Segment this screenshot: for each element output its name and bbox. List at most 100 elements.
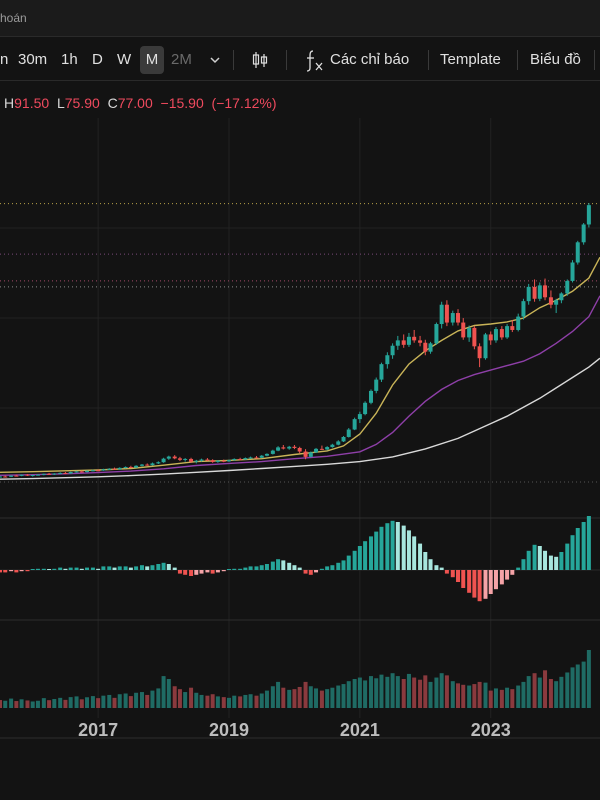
candle: [516, 313, 521, 332]
histogram-bar: [107, 566, 112, 570]
volume-bar: [156, 688, 161, 708]
volume-bar: [570, 667, 575, 708]
candle-body: [238, 458, 243, 460]
timeframe-30m-button[interactable]: 30m: [18, 51, 48, 68]
timeframe-d-button[interactable]: D: [92, 51, 103, 68]
candle-body: [264, 453, 269, 456]
template-button[interactable]: Template: [440, 51, 501, 68]
volume-bar: [123, 693, 128, 708]
volume-bar: [238, 696, 243, 708]
histogram-bar: [319, 568, 324, 570]
candle-body: [227, 460, 232, 462]
histogram-bar: [156, 564, 161, 570]
histogram-bar: [586, 516, 591, 570]
volume-bar: [308, 686, 313, 708]
volume-bar: [336, 685, 341, 708]
candle: [79, 470, 84, 473]
candle-body: [565, 280, 570, 294]
candle: [297, 446, 302, 454]
timeframe-1h-button[interactable]: 1h: [61, 51, 78, 68]
volume-bar: [248, 694, 253, 708]
candle: [325, 446, 330, 451]
candle-body: [444, 304, 449, 323]
histogram-bar: [374, 531, 379, 570]
candle-body: [406, 336, 411, 345]
volume-bar: [47, 700, 52, 708]
histogram-bar: [19, 570, 24, 572]
candle: [58, 472, 63, 475]
candle-body: [521, 301, 526, 317]
volume-bar: [14, 701, 19, 708]
histogram-bar: [461, 570, 466, 588]
candle-body: [477, 346, 482, 359]
volume-bar: [172, 686, 177, 708]
candle-body: [117, 467, 122, 470]
timeframe-2m-button[interactable]: 2M: [171, 51, 192, 68]
candle-body: [390, 345, 395, 356]
candle-body: [570, 262, 575, 281]
volume-bar: [161, 676, 166, 708]
volume-bar: [319, 690, 324, 708]
ma-fast-line: [0, 256, 600, 473]
histogram-bar: [281, 560, 286, 570]
chevron-down-icon[interactable]: [205, 46, 223, 74]
price-chart[interactable]: 2017 2019 2021 2023: [0, 118, 600, 800]
volume-bar: [493, 688, 498, 708]
histogram-bar: [194, 570, 199, 575]
volume-bar: [145, 694, 150, 708]
candle: [243, 457, 248, 460]
candle-body: [96, 470, 101, 472]
chart-toolbar: n 30m 1h D W M 2M Các chỉ báo Template B…: [0, 40, 600, 81]
volume-bar: [101, 695, 106, 708]
candlestick-icon[interactable]: [247, 46, 271, 74]
candle: [47, 472, 52, 475]
histogram-bar: [456, 570, 461, 582]
candle-body: [554, 300, 559, 305]
moving-averages: [0, 256, 600, 480]
candle: [30, 474, 35, 477]
histogram-bar: [526, 550, 531, 570]
volume-bar: [472, 684, 477, 708]
candle-body: [189, 458, 194, 462]
candle: [281, 444, 286, 450]
candle: [444, 300, 449, 327]
candle-body: [336, 441, 341, 445]
timeframe-button-partial[interactable]: n: [0, 51, 9, 68]
window-titlebar: hoán: [0, 0, 600, 37]
candle-body: [586, 205, 591, 225]
timeframe-m-button[interactable]: M: [140, 46, 164, 74]
candle: [390, 343, 395, 359]
fx-icon[interactable]: [300, 46, 324, 74]
histogram-bar: [150, 565, 155, 570]
histogram-bar: [79, 568, 84, 570]
indicators-button[interactable]: Các chỉ báo: [330, 51, 410, 68]
volume-bar: [166, 679, 171, 708]
candle-body: [14, 475, 19, 477]
candle: [19, 474, 24, 477]
candle: [456, 309, 461, 326]
candle: [412, 329, 417, 343]
volume-bar: [25, 700, 30, 708]
histogram-bar: [210, 570, 215, 574]
volume-bar: [341, 684, 346, 708]
volume-bar: [232, 695, 237, 708]
timeframe-w-button[interactable]: W: [117, 51, 132, 68]
candle: [139, 464, 144, 467]
volume-bar: [85, 697, 90, 708]
histogram-bar: [379, 526, 384, 570]
candle: [368, 389, 373, 405]
candle-body: [325, 447, 330, 450]
volume-bar: [548, 679, 553, 708]
candle-body: [243, 458, 248, 460]
candle: [505, 324, 510, 339]
candle-body: [205, 459, 210, 461]
candle: [156, 461, 161, 465]
chart-type-button[interactable]: Biểu đồ: [530, 51, 581, 68]
candle-body: [363, 402, 368, 415]
volume-bar: [450, 681, 455, 708]
volume-bar: [243, 694, 248, 708]
candle: [303, 449, 308, 460]
volume-bar: [467, 685, 472, 708]
histogram-bar: [395, 522, 400, 570]
candle-body: [559, 293, 564, 301]
